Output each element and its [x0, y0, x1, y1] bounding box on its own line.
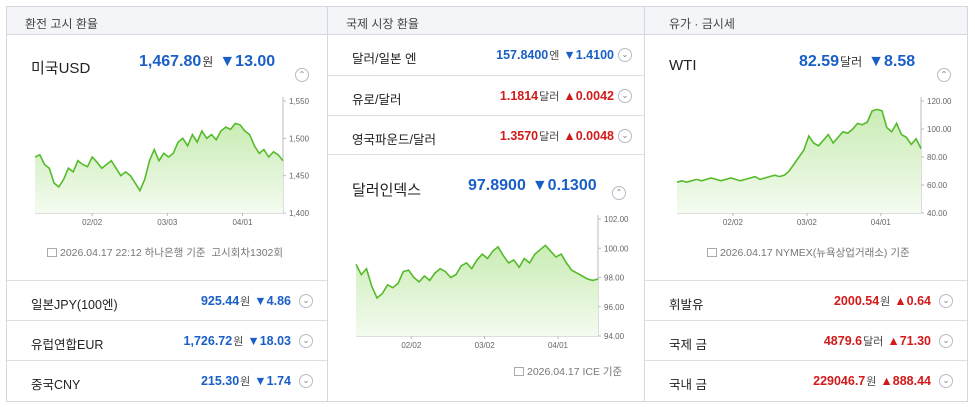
x-tick-label: 03/02: [475, 341, 496, 350]
y-tick-label: 1,550: [289, 97, 310, 106]
main-currency-value: 1,467.80원 ▼13.00: [139, 53, 276, 70]
source-note: 2026.04.17 ICE 기준: [514, 364, 622, 379]
y-tick-label: 102.00: [604, 215, 629, 224]
international-market-column: 국제 시장 환율 달러/일본 엔 157.8400엔 ▼1.4100 ⌄ 유로/달…: [327, 7, 645, 401]
wti-chart: 120.00 100.00 80.00 60.00 40.00 02/02 03/02 04/…: [676, 97, 952, 227]
x-tick-label: 02/02: [401, 341, 422, 350]
usd-main-row[interactable]: 미국USD 1,467.80원 ▼13.00 ⌃: [7, 35, 327, 82]
usd-chart: 1,550 1,500 1,450 1,400 02/02 03/03 04/01: [34, 97, 310, 227]
series-line: [34, 122, 284, 193]
chevron-down-icon[interactable]: ⌄: [299, 374, 313, 388]
chevron-up-icon[interactable]: ⌃: [295, 68, 309, 82]
chevron-down-icon[interactable]: ⌄: [618, 89, 632, 103]
chevron-down-icon[interactable]: ⌄: [939, 334, 953, 348]
exchange-notice-column: 환전 고시 환율 미국USD 1,467.80원 ▼13.00 ⌃ 1,550 1,…: [7, 7, 327, 401]
list-item[interactable]: 유로/달러 1.1814달러 ▲0.0042 ⌄: [328, 75, 644, 115]
chevron-down-icon[interactable]: ⌄: [618, 129, 632, 143]
wti-main-row[interactable]: WTI 82.59달러 ▼8.58 ⌃: [645, 35, 967, 82]
main-currency-name: 미국USD: [31, 60, 91, 77]
list-item[interactable]: 국제 금 4879.6달러 ▲71.30 ⌄: [645, 320, 967, 360]
chevron-down-icon[interactable]: ⌄: [299, 334, 313, 348]
x-tick-label: 04/01: [232, 218, 253, 227]
x-tick-label: 02/02: [82, 218, 103, 227]
column-header[interactable]: 국제 시장 환율: [328, 7, 644, 35]
chevron-up-icon[interactable]: ⌃: [612, 186, 626, 200]
x-tick-label: 04/01: [548, 341, 569, 350]
list-item[interactable]: 국내 금 229046.7원 ▲888.44 ⌄: [645, 360, 967, 400]
chevron-up-icon[interactable]: ⌃: [937, 68, 951, 82]
dollar-index-chart: 102.00 100.00 98.00 96.00 94.00 02/02 03/02 04/…: [355, 215, 629, 350]
y-tick-label: 100.00: [604, 244, 629, 253]
series-area: [356, 245, 598, 336]
chevron-down-icon[interactable]: ⌄: [939, 374, 953, 388]
y-tick-label: 100.00: [927, 125, 952, 134]
y-tick-label: 96.00: [604, 303, 625, 312]
exchange-rate-widget: 환전 고시 환율 미국USD 1,467.80원 ▼13.00 ⌃ 1,550 1,…: [6, 6, 968, 402]
chevron-down-icon[interactable]: ⌄: [939, 294, 953, 308]
y-tick-label: 94.00: [604, 332, 625, 341]
doc-icon: [47, 248, 57, 257]
y-tick-label: 1,500: [289, 134, 310, 143]
x-tick-label: 03/03: [157, 218, 178, 227]
column-header[interactable]: 환전 고시 환율: [7, 7, 327, 35]
list-item[interactable]: 유럽연합EUR 1,726.72원 ▼18.03 ⌄: [7, 320, 327, 360]
y-tick-label: 60.00: [927, 181, 948, 190]
series-line: [676, 108, 922, 184]
y-tick-label: 1,450: [289, 172, 310, 181]
main-index-value: 97.8900 ▼0.1300: [468, 177, 597, 194]
doc-icon: [514, 367, 524, 376]
main-commodity-name: WTI: [669, 57, 697, 74]
list-item[interactable]: 영국파운드/달러 1.3570달러 ▲0.0048 ⌄: [328, 115, 644, 155]
y-tick-label: 98.00: [604, 274, 625, 283]
y-tick-label: 40.00: [927, 209, 948, 218]
source-note: 2026.04.17 NYMEX(뉴욕상업거래소) 기준: [707, 245, 910, 260]
x-tick-label: 02/02: [723, 218, 744, 227]
y-tick-label: 120.00: [927, 97, 952, 106]
oil-gold-column: 유가 · 금시세 WTI 82.59달러 ▼8.58 ⌃ 120.00 100.00…: [645, 7, 967, 401]
series-area: [35, 123, 283, 213]
list-item[interactable]: 휘발유 2000.54원 ▲0.64 ⌄: [645, 280, 967, 320]
chevron-down-icon[interactable]: ⌄: [618, 48, 632, 62]
doc-icon: [707, 248, 717, 257]
series-line: [355, 244, 599, 300]
list-item[interactable]: 중국CNY 215.30원 ▼1.74 ⌄: [7, 360, 327, 400]
series-area: [677, 109, 921, 213]
y-tick-label: 80.00: [927, 153, 948, 162]
main-index-name: 달러인덱스: [352, 182, 422, 199]
main-commodity-value: 82.59달러 ▼8.58: [799, 53, 916, 70]
source-note: 2026.04.17 22:12 하나은행 기준 고시회차1302회: [47, 245, 283, 260]
dollar-index-main-row[interactable]: 달러인덱스 97.8900 ▼0.1300 ⌃: [328, 159, 644, 200]
chevron-down-icon[interactable]: ⌄: [299, 294, 313, 308]
list-item[interactable]: 일본JPY(100엔) 925.44원 ▼4.86 ⌄: [7, 280, 327, 320]
y-tick-label: 1,400: [289, 209, 310, 218]
list-item[interactable]: 달러/일본 엔 157.8400엔 ▼1.4100 ⌄: [328, 35, 644, 75]
x-tick-label: 03/02: [797, 218, 818, 227]
column-header[interactable]: 유가 · 금시세: [645, 7, 967, 35]
x-tick-label: 04/01: [871, 218, 892, 227]
